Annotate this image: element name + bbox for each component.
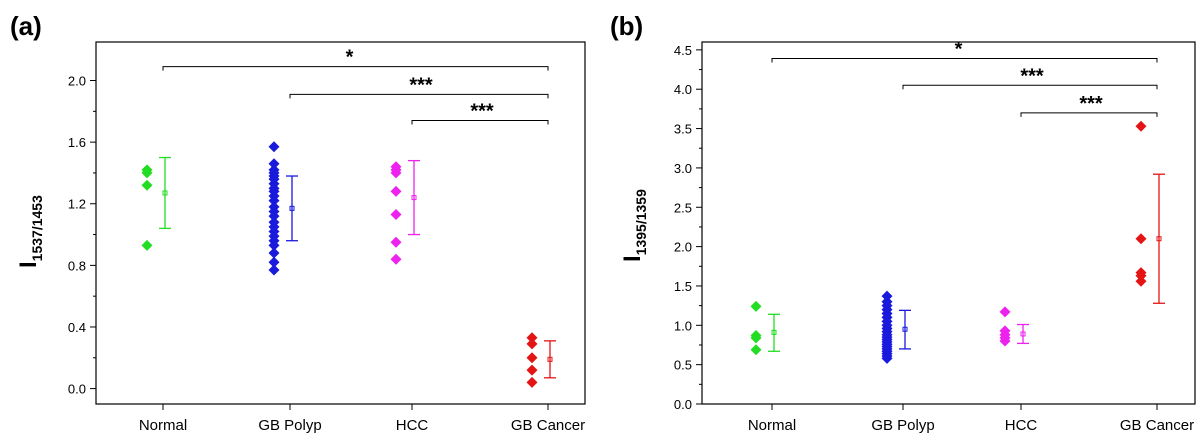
mean-marker — [547, 356, 553, 362]
data-point — [268, 247, 280, 259]
x-tick-label: Normal — [139, 417, 187, 434]
y-tick-label: 1.0 — [674, 318, 692, 333]
panel-label: (b) — [610, 11, 643, 41]
data-point — [141, 167, 153, 179]
data-point — [750, 300, 762, 312]
x-tick-label: HCC — [1005, 417, 1038, 434]
significance-bracket — [771, 58, 1158, 63]
mean-marker — [1020, 331, 1026, 337]
mean-marker — [289, 205, 295, 211]
significance-bracket — [162, 66, 549, 71]
significance-bracket — [902, 84, 1158, 90]
significance-label: *** — [1079, 93, 1103, 115]
data-point — [268, 158, 280, 170]
data-point — [999, 335, 1011, 347]
mean-marker — [162, 190, 168, 196]
y-axis-label-main: I — [619, 255, 646, 262]
data-point — [390, 253, 402, 265]
data-point — [1135, 270, 1147, 282]
data-point — [526, 338, 538, 350]
mean-marker — [411, 195, 417, 201]
panel-b: (b) 0.0 0.5 1.0 1.5 2.0 2.5 3.0 3.5 4.0 4.5 I1395/1… — [610, 11, 1196, 434]
data-point — [268, 195, 280, 207]
data-point — [999, 306, 1011, 318]
y-axis-label: I1537/1453 — [15, 195, 45, 268]
data-point — [268, 210, 280, 222]
mean-marker — [902, 326, 908, 332]
y-tick-label: 4.0 — [674, 82, 692, 97]
significance-label: *** — [470, 101, 494, 123]
data-point — [390, 236, 402, 248]
data-point — [390, 209, 402, 221]
y-tick-label: 2.0 — [68, 74, 86, 89]
mean-marker — [771, 329, 777, 335]
data-point — [750, 344, 762, 356]
data-point — [1135, 275, 1147, 287]
y-tick-label: 1.6 — [68, 135, 86, 150]
data-point — [390, 167, 402, 179]
significance-bracket — [411, 120, 549, 125]
data-point — [526, 332, 538, 344]
y-tick-label: 4.5 — [674, 43, 692, 58]
y-axis-label-subscript: 1537/1453 — [29, 195, 45, 261]
y-tick-label: 1.5 — [674, 279, 692, 294]
significance-label: * — [346, 47, 354, 69]
data-point — [141, 179, 153, 191]
plot-frame — [95, 41, 586, 405]
y-tick-label: 3.5 — [674, 122, 692, 137]
x-tick-label: GB Polyp — [258, 417, 321, 434]
data-point — [526, 352, 538, 364]
mean-marker — [1156, 236, 1162, 242]
data-point — [750, 332, 762, 344]
y-tick-label: 0.4 — [68, 320, 86, 335]
plot-frame — [701, 41, 1196, 405]
significance-label: *** — [409, 74, 433, 96]
significance-bracket — [289, 93, 549, 99]
data-point — [268, 256, 280, 268]
x-tick-label: GB Cancer — [511, 417, 585, 434]
significance-label: * — [955, 39, 963, 61]
x-tick-label: GB Polyp — [871, 417, 934, 434]
y-tick-label: 0.8 — [68, 258, 86, 273]
y-tick-label: 3.0 — [674, 161, 692, 176]
x-tick-label: HCC — [396, 417, 429, 434]
significance-label: *** — [1020, 65, 1044, 87]
data-point — [881, 290, 893, 302]
y-tick-label: 0.5 — [674, 358, 692, 373]
y-tick-label: 0.0 — [68, 382, 86, 397]
y-tick-label: 1.2 — [68, 197, 86, 212]
y-axis-label-subscript: 1395/1359 — [633, 189, 649, 255]
significance-bracket — [1020, 112, 1158, 117]
data-point — [526, 376, 538, 388]
data-point — [881, 352, 893, 364]
y-tick-label: 0.0 — [674, 397, 692, 412]
data-point — [268, 239, 280, 251]
y-axis-label-main: I — [15, 261, 42, 268]
data-point — [141, 239, 153, 251]
data-point — [1135, 120, 1147, 132]
data-point — [268, 141, 280, 153]
y-tick-label: 2.5 — [674, 200, 692, 215]
data-point — [268, 264, 280, 276]
x-tick-label: GB Cancer — [1120, 417, 1194, 434]
panel-a: (a) 0.0 0.4 0.8 1.2 1.6 2.0 I1537/1453 Normal GB … — [10, 11, 586, 434]
y-tick-label: 2.0 — [674, 240, 692, 255]
data-point — [526, 364, 538, 376]
data-point — [1135, 233, 1147, 245]
x-tick-label: Normal — [748, 417, 796, 434]
y-axis-label: I1395/1359 — [619, 189, 649, 262]
data-point — [390, 185, 402, 197]
panel-label: (a) — [10, 11, 42, 41]
